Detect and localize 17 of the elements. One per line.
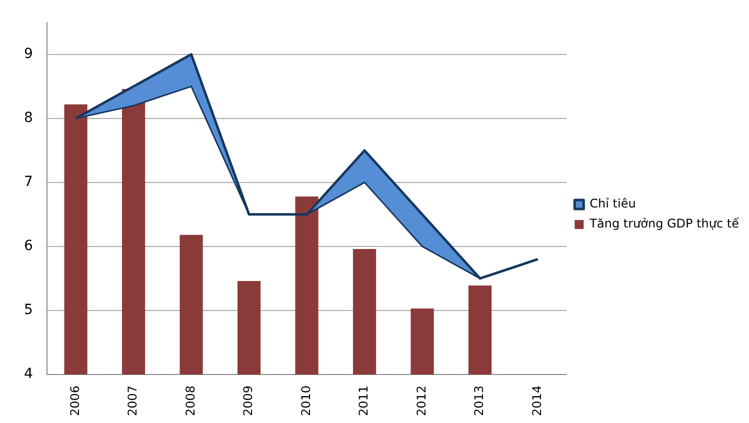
x-tick-label: 2006 [68, 385, 82, 416]
x-tick-label: 2007 [126, 385, 140, 416]
x-tick-label: 2008 [183, 385, 198, 416]
y-tick-label: 7 [24, 174, 33, 190]
x-tick-label: 2010 [298, 385, 313, 416]
legend-label: Chỉ tiêu [590, 196, 636, 211]
y-tick-label: 5 [24, 302, 33, 318]
y-tick-label: 8 [24, 110, 33, 126]
legend-label: Tăng trưởng GDP thực tế [588, 216, 740, 231]
y-tick-label: 4 [24, 366, 33, 382]
x-tick-label: 2009 [241, 385, 256, 416]
y-tick-label: 9 [24, 46, 33, 62]
x-tick-label: 2014 [530, 385, 544, 416]
x-tick-label: 2013 [472, 385, 486, 416]
x-tick-label: 2012 [414, 385, 428, 416]
x-tick-label: 2011 [356, 385, 371, 416]
y-tick-label: 6 [24, 238, 33, 254]
